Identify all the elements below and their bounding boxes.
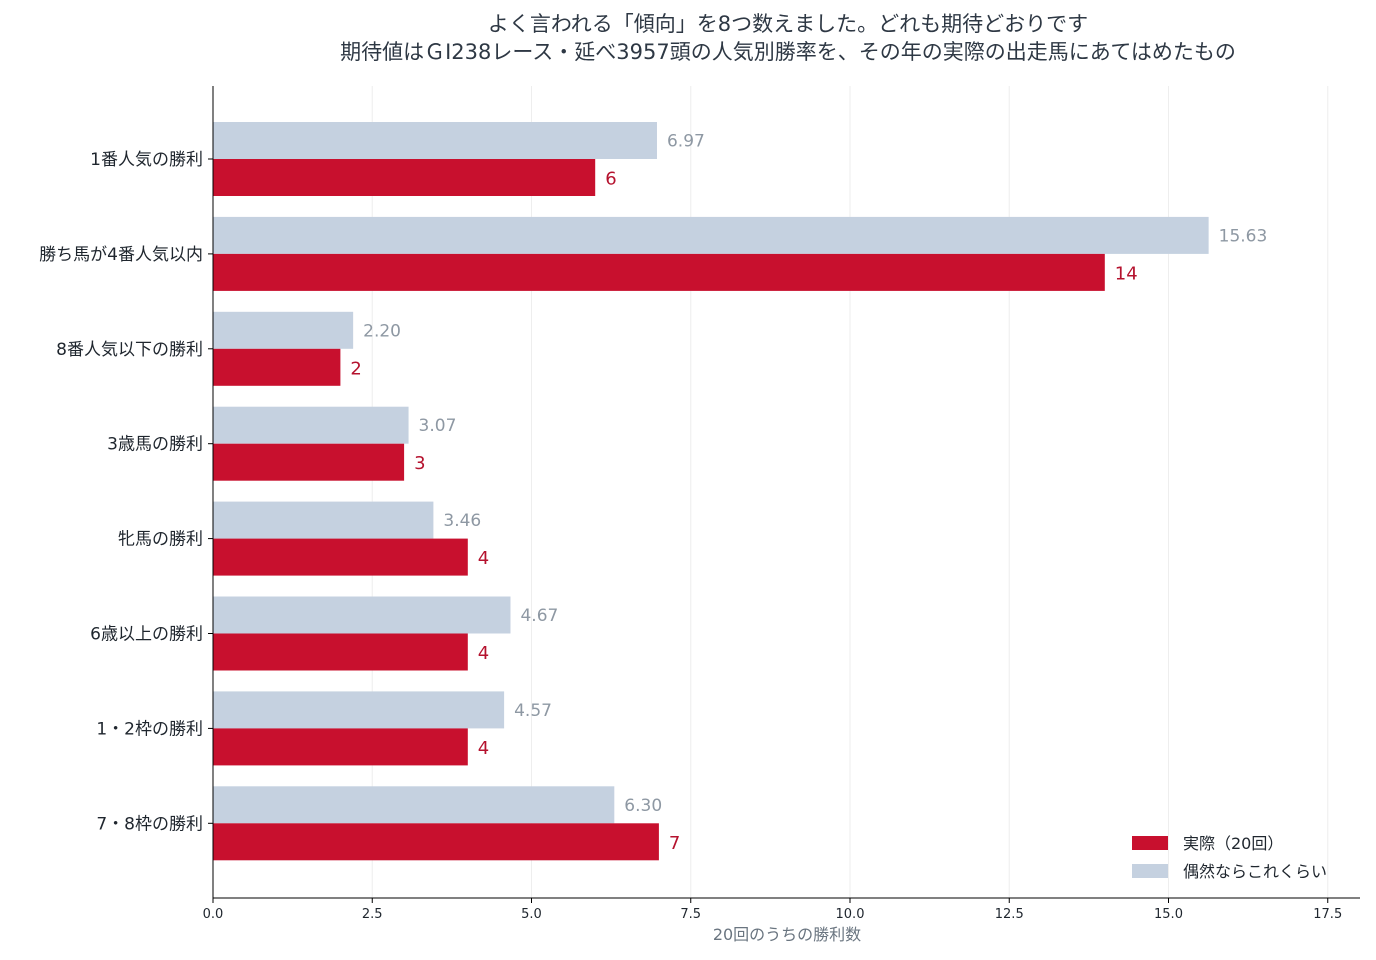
bar-expected: [213, 691, 505, 729]
data-label-expected: 3.46: [443, 511, 481, 531]
bar-expected: [213, 122, 657, 159]
x-tick-label: 0.0: [203, 907, 224, 922]
data-label-actual: 6: [605, 169, 616, 190]
x-axis-label: 20回のうちの勝利数: [713, 925, 861, 944]
bar-expected: [213, 786, 615, 824]
x-ticks: 0.0 2.5 5.0 7.5 10.0 12.5 15.0 17.5: [203, 898, 1342, 922]
bar-actual: [213, 538, 468, 576]
bar-actual: [213, 253, 1105, 291]
x-tick-label: 5.0: [521, 907, 542, 922]
bar-expected: [213, 216, 1209, 254]
bar-actual: [213, 443, 405, 481]
data-label-actual: 4: [478, 548, 489, 569]
data-label-actual: 4: [478, 738, 489, 759]
category-label: 牝馬の勝利: [118, 530, 203, 550]
bar-expected: [213, 596, 511, 634]
data-label-expected: 4.57: [514, 701, 552, 721]
chart-subtitle: 期待値はＧⅠ238レース・延べ3957頭の人気別勝率を、その年の実際の出走馬にあ…: [340, 40, 1236, 64]
bar-actual: [213, 633, 468, 671]
x-tick-label: 12.5: [995, 907, 1024, 922]
category-label: 7・8枠の勝利: [96, 814, 203, 834]
category-label: 6歳以上の勝利: [90, 625, 203, 645]
legend-label: 偶然ならこれくらい: [1183, 862, 1327, 881]
bar-actual: [213, 348, 341, 386]
category-label: 8番人気以下の勝利: [56, 340, 203, 360]
data-label-actual: 3: [414, 453, 425, 474]
x-tick-label: 10.0: [836, 907, 865, 922]
category-label: 勝ち馬が4番人気以内: [39, 245, 203, 265]
category-label: 1番人気の勝利: [90, 150, 203, 170]
category-label: 1・2枠の勝利: [96, 719, 203, 739]
grid-lines: [371, 86, 1329, 898]
bars: 6.97 6 15.63 14 2.202 3.07 3 3.46 4 4.67 4 4.57 4 6.3…: [213, 122, 1268, 861]
x-tick-label: 15.0: [1154, 907, 1183, 922]
data-label-expected: 4.67: [520, 606, 558, 626]
data-label-actual: 2: [350, 358, 361, 379]
bar-expected: [213, 406, 409, 444]
bar-actual: [213, 159, 596, 196]
data-label-actual: 7: [669, 833, 680, 854]
bar-actual: [213, 728, 468, 766]
x-tick-label: 7.5: [680, 907, 701, 922]
bar-expected: [213, 311, 354, 349]
x-tick-label: 2.5: [362, 907, 383, 922]
data-label-expected: 6.30: [624, 796, 662, 816]
data-label-expected: 2.20: [363, 321, 401, 341]
axes: [212, 86, 1360, 899]
bar-actual: [213, 823, 659, 861]
category-label: 3歳馬の勝利: [107, 435, 203, 455]
x-tick-label: 17.5: [1313, 907, 1342, 922]
data-label-actual: 4: [478, 643, 489, 664]
data-label-expected: 15.63: [1219, 226, 1268, 246]
data-label-expected: 6.97: [667, 132, 705, 152]
legend-swatch: [1132, 864, 1168, 878]
legend: 実際（20回） 偶然ならこれくらい: [1132, 834, 1327, 881]
data-label-actual: 14: [1115, 263, 1138, 284]
legend-swatch: [1132, 836, 1168, 850]
chart-title-block: よく言われる「傾向」を8つ数えました。どれも期待どおりです 期待値はＧⅠ238レ…: [0, 10, 1376, 66]
bar-expected: [213, 501, 434, 539]
legend-label: 実際（20回）: [1183, 834, 1283, 853]
chart-title: よく言われる「傾向」を8つ数えました。どれも期待どおりです: [487, 12, 1089, 36]
data-label-expected: 3.07: [419, 416, 457, 436]
